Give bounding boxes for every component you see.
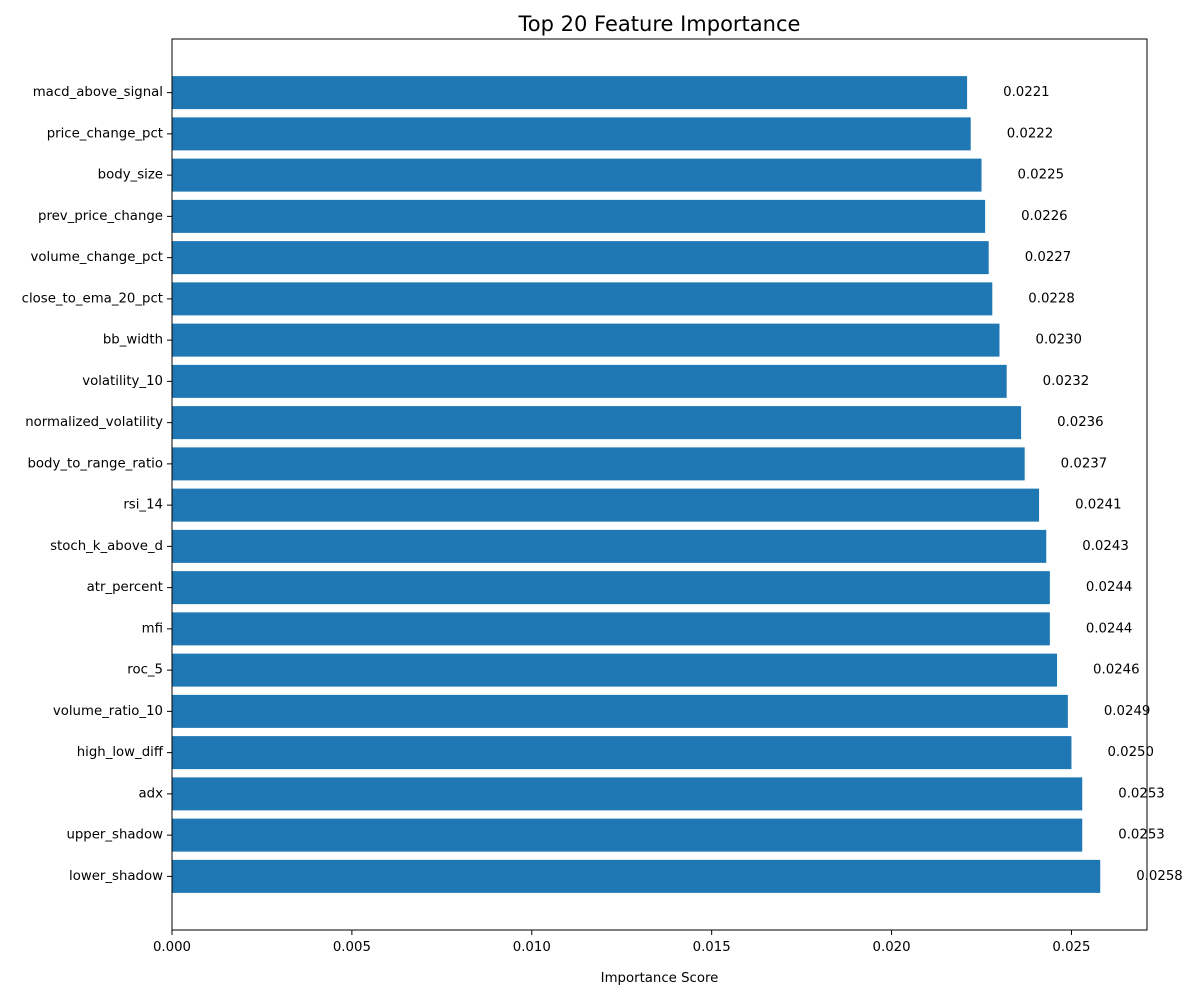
value-label: 0.0226 xyxy=(1021,209,1068,224)
y-tick-label: mfi xyxy=(142,621,163,636)
y-tick-label: upper_shadow xyxy=(66,828,163,843)
value-label: 0.0228 xyxy=(1028,291,1075,306)
y-tick-label: adx xyxy=(139,786,164,801)
bar-body-to-range-ratio xyxy=(172,447,1025,481)
value-label: 0.0237 xyxy=(1061,456,1108,471)
value-label: 0.0249 xyxy=(1104,704,1151,719)
x-tick-label: 0.010 xyxy=(513,940,551,955)
y-tick-label: close_to_ema_20_pct xyxy=(22,291,163,306)
value-label: 0.0230 xyxy=(1035,333,1082,348)
y-tick-label: lower_shadow xyxy=(69,869,163,884)
bar-volatility-10 xyxy=(172,364,1007,398)
y-tick-label: volume_change_pct xyxy=(31,250,163,265)
y-tick-label: high_low_diff xyxy=(77,745,164,760)
y-tick-label: volatility_10 xyxy=(82,374,163,389)
value-label: 0.0258 xyxy=(1136,869,1183,884)
value-label: 0.0253 xyxy=(1118,786,1165,801)
y-tick-label: bb_width xyxy=(103,333,163,348)
bar-body-size xyxy=(172,158,982,192)
y-tick-label: prev_price_change xyxy=(38,209,163,224)
bar-mfi xyxy=(172,612,1050,646)
bar-volume-ratio-10 xyxy=(172,694,1068,728)
value-label: 0.0232 xyxy=(1043,374,1090,389)
x-tick-label: 0.005 xyxy=(333,940,371,955)
x-tick-label: 0.025 xyxy=(1052,940,1090,955)
value-label: 0.0250 xyxy=(1107,745,1154,760)
value-label: 0.0253 xyxy=(1118,828,1165,843)
bar-atr-percent xyxy=(172,571,1050,605)
value-label: 0.0221 xyxy=(1003,85,1050,100)
x-tick-label: 0.020 xyxy=(873,940,911,955)
bar-stoch-k-above-d xyxy=(172,529,1047,563)
value-label: 0.0236 xyxy=(1057,415,1104,430)
value-label: 0.0246 xyxy=(1093,663,1140,678)
y-tick-label: atr_percent xyxy=(87,580,163,595)
value-label: 0.0244 xyxy=(1086,621,1133,636)
y-tick-label: body_size xyxy=(98,168,163,183)
bar-prev-price-change xyxy=(172,199,986,233)
y-axis-ticks-group: lower_shadow upper_shadow adx high_low_diff… xyxy=(22,85,172,884)
y-tick-label: normalized_volatility xyxy=(25,415,163,430)
x-tick-label: 0.000 xyxy=(153,940,191,955)
value-label: 0.0225 xyxy=(1018,168,1065,183)
y-tick-label: roc_5 xyxy=(127,663,163,678)
bar-lower-shadow xyxy=(172,859,1101,893)
bar-normalized-volatility xyxy=(172,406,1022,440)
value-label: 0.0243 xyxy=(1082,539,1129,554)
y-tick-label: macd_above_signal xyxy=(33,85,163,100)
value-label: 0.0222 xyxy=(1007,126,1054,141)
bar-macd-above-signal xyxy=(172,76,968,110)
value-label: 0.0241 xyxy=(1075,498,1122,513)
plot-area-frame xyxy=(171,38,1148,931)
bar-bb-width xyxy=(172,323,1000,357)
value-label: 0.0244 xyxy=(1086,580,1133,595)
bar-high-low-diff xyxy=(172,736,1072,770)
x-axis-ticks-group: 0.000 0.005 0.010 0.015 0.020 0.025 xyxy=(153,930,1090,955)
bar-adx xyxy=(172,777,1083,811)
y-tick-label: price_change_pct xyxy=(47,126,163,141)
y-tick-label: body_to_range_ratio xyxy=(27,456,163,471)
x-tick-label: 0.015 xyxy=(693,940,731,955)
bar-upper-shadow xyxy=(172,818,1083,852)
bars-group xyxy=(172,76,1101,893)
bar-roc-5 xyxy=(172,653,1058,687)
bar-close-to-ema-20-pct xyxy=(172,282,993,316)
bar-volume-change-pct xyxy=(172,241,989,275)
bar-price-change-pct xyxy=(172,117,971,151)
value-labels-group: 0.0258 0.0253 0.0253 0.0250 0.0249 0.0246 0.02… xyxy=(1003,85,1183,884)
chart-title: Top 20 Feature Importance xyxy=(518,12,801,36)
bar-rsi-14 xyxy=(172,488,1040,522)
value-label: 0.0227 xyxy=(1025,250,1072,265)
y-tick-label: stoch_k_above_d xyxy=(50,539,163,554)
y-tick-label: volume_ratio_10 xyxy=(53,704,163,719)
x-axis-label: Importance Score xyxy=(601,971,719,986)
y-tick-label: rsi_14 xyxy=(123,498,163,513)
